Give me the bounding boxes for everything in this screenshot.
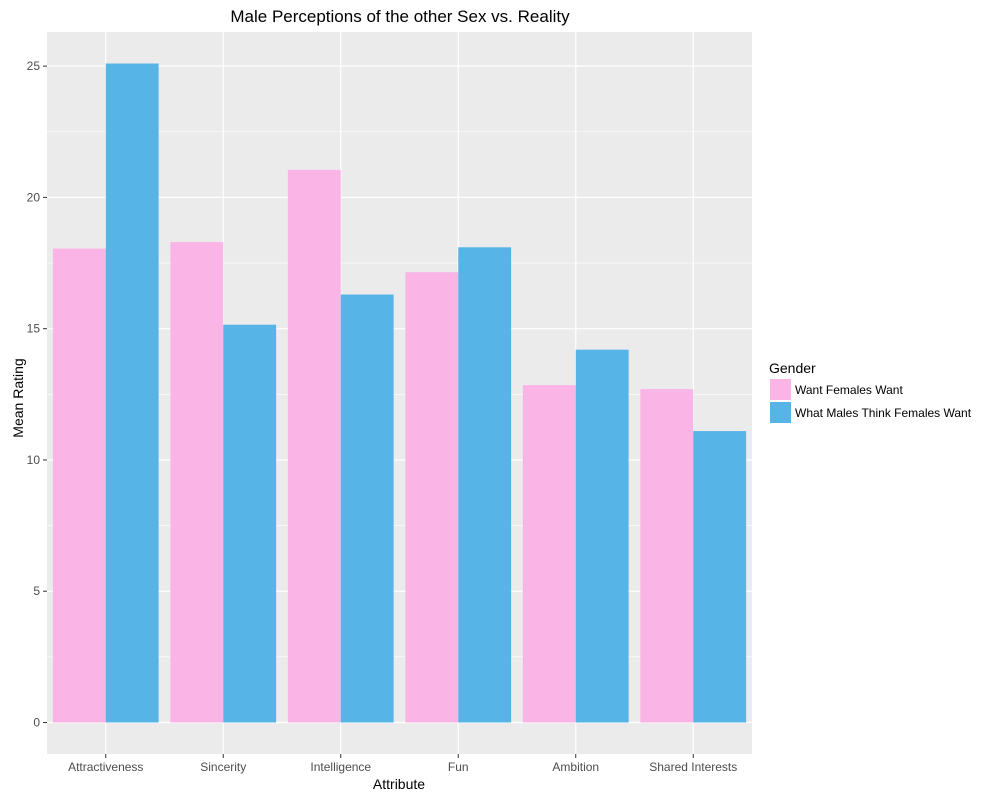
bar-fun-series-2 <box>458 247 512 723</box>
y-axis: 0 5 10 15 20 25 <box>27 59 47 729</box>
legend-label-want-females-want: Want Females Want <box>795 383 903 397</box>
x-tick-label: Intelligence <box>310 760 371 774</box>
x-tick-label: Fun <box>448 760 469 774</box>
legend: Gender Want Females Want What Males Thin… <box>769 360 972 423</box>
y-tick-label: 0 <box>33 715 40 729</box>
x-axis: Attractiveness Sincerity Intelligence Fun Am… <box>68 754 737 774</box>
chart-title: Male Perceptions of the other Sex vs. Re… <box>230 7 570 26</box>
x-tick-label: Ambition <box>552 760 599 774</box>
y-tick-label: 20 <box>27 190 41 204</box>
bar-attractiveness-series-1 <box>52 248 106 723</box>
bar-attractiveness-series-2 <box>105 63 159 723</box>
bar-sincerity-series-1 <box>170 242 224 723</box>
bar-intelligence-series-1 <box>287 169 341 723</box>
bar-ambition-series-2 <box>575 349 629 723</box>
y-axis-title: Mean Rating <box>10 358 26 437</box>
y-tick-label: 25 <box>27 59 41 73</box>
legend-key-want-females-want <box>770 379 791 400</box>
x-tick-label: Shared Interests <box>649 760 737 774</box>
bars <box>52 63 747 723</box>
bar-shared-interests-series-1 <box>640 389 694 723</box>
x-tick-label: Attractiveness <box>68 760 143 774</box>
bar-ambition-series-1 <box>522 385 576 723</box>
bar-sincerity-series-2 <box>223 324 277 723</box>
x-axis-title: Attribute <box>373 776 425 792</box>
legend-key-what-males-think <box>770 402 791 423</box>
minor-gridlines <box>47 131 752 658</box>
x-tick-label: Sincerity <box>200 760 246 774</box>
bar-fun-series-1 <box>405 272 459 723</box>
y-tick-label: 10 <box>27 453 41 467</box>
y-tick-label: 15 <box>27 322 41 336</box>
legend-title: Gender <box>769 360 816 376</box>
bar-shared-interests-series-2 <box>693 431 747 723</box>
y-tick-label: 5 <box>33 584 40 598</box>
bar-intelligence-series-2 <box>340 294 394 723</box>
legend-label-what-males-think: What Males Think Females Want <box>795 406 972 420</box>
plot-panel <box>47 32 752 754</box>
